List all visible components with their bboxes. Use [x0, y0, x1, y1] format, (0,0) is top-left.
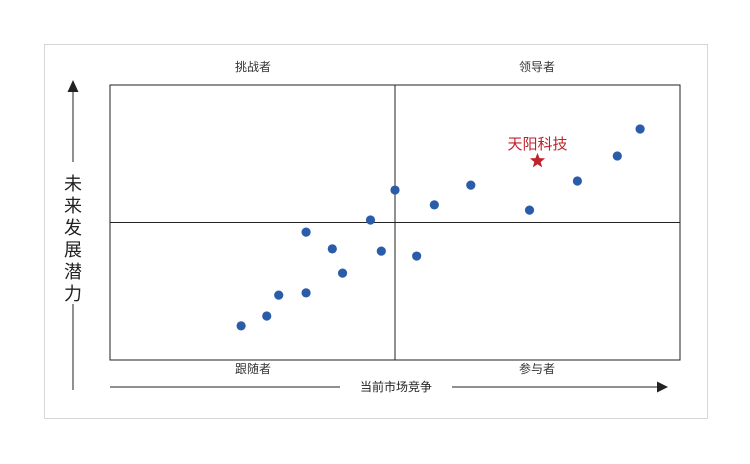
data-point-8 [365, 215, 376, 225]
x-axis-label: 当前市场竞争 [360, 379, 432, 394]
data-point-14 [524, 205, 535, 215]
data-points [236, 124, 645, 331]
y-axis-label: 未来发展潜力 [64, 174, 82, 305]
x-axis-arrowhead [657, 381, 668, 393]
data-point-11 [412, 251, 422, 261]
data-point-4 [301, 288, 311, 298]
data-point-17 [635, 124, 645, 134]
data-point-7 [337, 268, 348, 278]
chart-frame [44, 44, 708, 419]
data-point-3 [274, 290, 284, 300]
data-point-12 [429, 200, 439, 210]
data-point-5 [301, 227, 311, 237]
quadrant-label-participant: 参与者 [519, 361, 555, 376]
data-point-6 [327, 244, 337, 254]
data-point-15 [572, 176, 583, 186]
quadrant-label-challenger: 挑战者 [235, 60, 271, 74]
data-point-10 [390, 185, 400, 195]
highlight-group: 天阳科技 [507, 135, 568, 168]
quadrant-label-leader: 领导者 [519, 60, 555, 74]
highlight-label: 天阳科技 [507, 135, 567, 153]
quadrant-label-follower: 跟随者 [235, 361, 271, 376]
data-point-13 [466, 180, 476, 190]
highlight-star-marker [529, 152, 546, 168]
data-point-2 [262, 311, 272, 321]
y-axis-arrowhead [67, 80, 79, 92]
data-point-9 [376, 246, 386, 256]
data-point-16 [612, 151, 622, 161]
data-point-1 [236, 321, 246, 331]
